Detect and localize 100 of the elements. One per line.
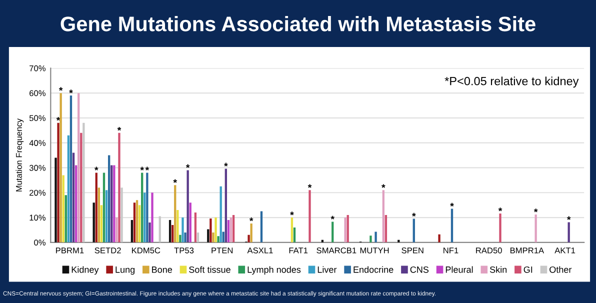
bar [207,229,210,242]
bar [227,220,230,242]
x-tick-label: MUTYH [360,248,389,254]
bar [248,234,250,242]
bar [67,135,70,242]
x-tick-label: PTEN [212,248,233,254]
bar [222,232,224,242]
legend-label: Lung [116,266,134,275]
bar [118,132,120,242]
legend-label: Soft tissue [189,266,230,273]
y-tick-label: 60% [30,90,46,96]
bar [224,168,228,242]
legend-label: Lymph nodes [248,266,301,275]
x-tick-label: AKT1 [554,248,576,254]
bar [141,172,144,242]
x-tick-label: SETD2 [94,247,121,254]
data-label: * [173,179,178,183]
y-tick-label: 0% [34,240,46,246]
bar [108,155,110,242]
bar [138,205,141,242]
bar [499,214,502,242]
bar [110,165,113,242]
bar [116,218,118,242]
bar [64,195,67,242]
x-tick-label: SMARCB1 [316,247,356,254]
bar [92,202,95,242]
bar [182,218,184,242]
bar [450,208,454,242]
data-label: * [69,90,73,94]
bar [260,211,263,242]
data-label: * [140,166,144,170]
data-label: * [534,208,538,212]
legend-label: Other [550,266,572,273]
bar [534,214,537,242]
data-label: * [308,184,312,188]
x-tick-label: TP53 [174,247,194,254]
bar [172,224,174,242]
y-axis-title: Mutation Frequency [16,118,24,192]
bar [346,215,349,242]
bar [168,220,172,242]
legend-label: GI [524,266,532,273]
legend-label: Endocrine [354,266,394,273]
legend-label: Pleural [446,266,473,273]
data-label: * [56,117,60,121]
bar [95,172,98,242]
bar [230,218,232,242]
bar [62,175,64,242]
data-label: * [117,126,122,131]
bar [370,236,372,242]
bar [130,220,134,242]
data-label: * [450,202,454,206]
bar [176,210,179,242]
bar [374,232,377,242]
data-label: * [290,212,294,216]
bar [105,190,108,242]
bar [74,165,78,242]
data-label: * [566,216,571,220]
bar [133,202,136,242]
y-tick-label: 50% [29,115,46,122]
x-tick-label: KDM5C [132,247,160,254]
legend-label: Bone [152,266,172,273]
chart-title: Gene Mutations Associated with Metastasis Site [60,16,536,32]
x-tick-label: FAT1 [289,248,308,254]
bar [60,93,62,242]
bar [70,96,72,242]
y-tick-label: 20% [30,190,46,196]
bar [232,215,235,242]
bar [290,218,294,242]
data-label: * [498,208,502,212]
bar [332,222,334,242]
legend-label: Skin [490,266,507,273]
data-label: * [94,166,98,170]
bar [384,215,388,242]
x-tick-label: BMPR1A [510,248,544,254]
bar [214,218,217,242]
x-tick-label: SPEN [402,247,424,254]
bar [382,190,384,242]
y-tick-label: 70% [30,65,46,72]
bar [80,132,82,242]
bar [220,186,222,242]
bar [174,185,176,242]
bar [308,190,311,242]
bar [194,212,197,242]
bar [113,165,116,242]
y-tick-label: 10% [30,214,46,221]
bar [100,205,103,242]
bar [136,200,138,242]
bar [212,232,214,242]
y-tick-label: 40% [29,140,46,146]
data-label: * [224,162,228,166]
data-label: * [382,184,386,188]
bar [210,218,212,242]
bar [189,202,192,242]
bar [158,216,161,242]
data-label: * [412,212,416,216]
bar [217,236,220,242]
bar [568,222,570,242]
y-tick-label: 30% [29,164,46,171]
bar [120,188,123,242]
bar [57,122,60,242]
